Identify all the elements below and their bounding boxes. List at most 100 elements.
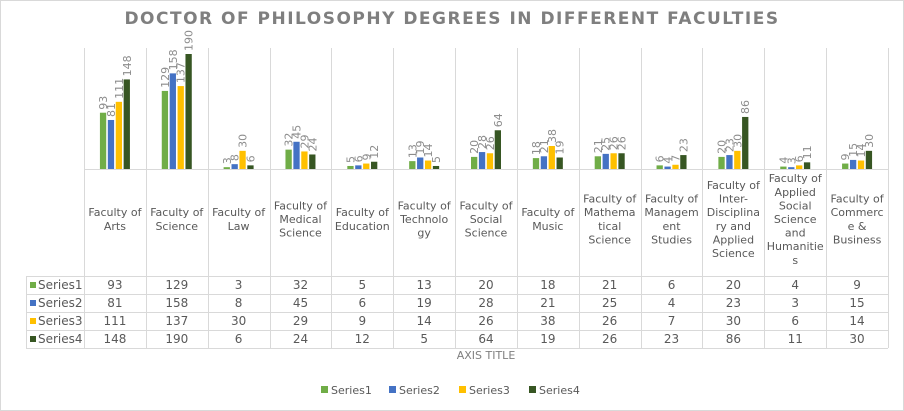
bar-series1-12 (842, 163, 849, 169)
bar-series2-7 (540, 156, 548, 169)
table-cell: 64 (478, 332, 493, 346)
table-cell: 26 (478, 314, 493, 328)
bar-value-label: 21 (592, 139, 605, 153)
bar-value-label: 23 (723, 138, 736, 152)
table-cell: 111 (103, 314, 126, 328)
bar-value-label: 93 (97, 96, 110, 110)
bar-series4-2 (247, 165, 254, 169)
bar-value-label: 4 (777, 157, 790, 164)
bar-series4-11 (803, 162, 811, 169)
bar-series3-10 (734, 150, 741, 169)
bar-value-label: 6 (793, 155, 806, 162)
table-cell: 15 (849, 296, 864, 310)
table-cell: 26 (602, 314, 617, 328)
bar-value-label: 25 (600, 137, 613, 151)
bar-value-label: 19 (414, 141, 427, 155)
table-cell: 23 (726, 296, 741, 310)
bar-value-label: 30 (863, 134, 876, 148)
bar-series2-4 (355, 165, 362, 169)
legend-key-series1 (321, 386, 328, 393)
bar-series1-1 (161, 90, 169, 169)
bar-value-label: 18 (530, 141, 543, 155)
bar-series1-11 (780, 166, 787, 169)
table-cell: 6 (668, 278, 676, 292)
data-table-grid (26, 48, 889, 349)
bar-value-label: 30 (731, 134, 744, 148)
bar-value-label: 45 (291, 125, 304, 139)
bar-value-label: 14 (422, 144, 435, 158)
bar-value-label: 6 (244, 155, 257, 162)
table-cell: 19 (417, 296, 432, 310)
bar-value-label: 4 (662, 157, 675, 164)
table-cell: 129 (165, 278, 188, 292)
bar-series1-7 (532, 158, 540, 169)
bar-series2-9 (664, 166, 671, 169)
bar-value-label: 15 (847, 143, 860, 157)
category-label: Faculty of Music (521, 206, 575, 233)
table-cell: 30 (849, 332, 864, 346)
table-cell: 148 (103, 332, 126, 346)
bar-value-label: 20 (468, 140, 481, 154)
bar-series3-4 (363, 163, 370, 169)
bar-series4-5 (432, 165, 440, 169)
bar-series2-0 (107, 119, 115, 169)
bar-series4-12 (865, 150, 873, 169)
bar-series3-12 (857, 160, 865, 169)
table-cell: 18 (540, 278, 555, 292)
table-series-name: Series1 (38, 278, 83, 292)
table-cell: 5 (358, 278, 366, 292)
bar-series3-1 (177, 86, 184, 169)
category-label: Faculty of Arts (88, 206, 142, 233)
table-cell: 4 (668, 296, 676, 310)
bar-value-label: 20 (716, 140, 729, 154)
bar-series4-10 (742, 116, 749, 169)
bar-value-label: 26 (484, 136, 497, 150)
bar-value-label: 6 (654, 155, 667, 162)
table-cell: 14 (849, 314, 864, 328)
bar-series1-9 (656, 165, 663, 169)
bar-series3-9 (672, 164, 679, 169)
bar-value-label: 111 (113, 78, 126, 99)
bar-series3-6 (486, 153, 494, 169)
chart-title: DOCTOR OF PHILOSOPHY DEGREES IN DIFFEREN… (124, 9, 779, 29)
table-cell: 20 (726, 278, 741, 292)
bar-value-label: 30 (237, 134, 250, 148)
bar-series2-12 (849, 159, 857, 169)
bar-value-label: 9 (839, 154, 852, 161)
bars-layer (99, 54, 873, 169)
legend-key-series3 (459, 386, 466, 393)
table-cell: 9 (853, 278, 861, 292)
x-axis-title: AXIS TITLE (457, 349, 516, 362)
table-cell: 93 (107, 278, 122, 292)
bar-value-label: 38 (546, 129, 559, 143)
bar-value-label: 26 (616, 136, 629, 150)
table-legend-key (30, 318, 36, 324)
bar-value-label: 129 (159, 67, 172, 88)
bar-series4-8 (618, 153, 625, 169)
category-label: Faculty of Commerc e & Business (831, 193, 885, 247)
bar-value-label: 5 (430, 156, 443, 163)
category-label: Faculty of Education (335, 206, 390, 233)
bar-value-label: 12 (368, 145, 381, 159)
bar-series3-11 (796, 165, 803, 169)
bar-value-label: 26 (608, 136, 621, 150)
table-cell: 14 (417, 314, 432, 328)
table-cell: 3 (791, 296, 799, 310)
table-cell: 21 (540, 296, 555, 310)
table-legend-key (30, 282, 36, 288)
bar-series1-5 (409, 161, 416, 169)
table-series-name: Series2 (38, 296, 83, 310)
table-cell: 13 (417, 278, 432, 292)
table-cell: 28 (478, 296, 493, 310)
table-cell: 32 (293, 278, 308, 292)
bar-value-label: 158 (167, 49, 180, 70)
bar-value-label: 86 (739, 100, 752, 114)
table-cell: 5 (420, 332, 428, 346)
category-labels-layer: Faculty of Arts Faculty of Science Faculty o… (88, 172, 884, 267)
bar-value-label: 7 (669, 155, 682, 162)
table-cell: 11 (788, 332, 803, 346)
table-cell: 7 (668, 314, 676, 328)
table-cell: 21 (602, 278, 617, 292)
